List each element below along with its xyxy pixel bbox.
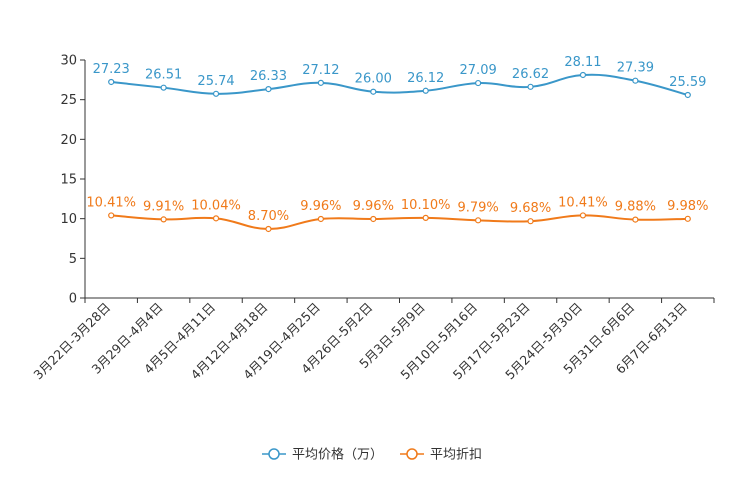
legend-label: 平均折扣 xyxy=(430,448,482,463)
data-label: 26.12 xyxy=(407,71,444,86)
data-point[interactable] xyxy=(527,83,534,90)
data-point[interactable] xyxy=(370,88,377,95)
data-point[interactable] xyxy=(265,225,272,233)
data-label: 9.68% xyxy=(510,201,551,216)
data-label: 26.33 xyxy=(250,69,287,84)
data-point[interactable] xyxy=(632,77,639,84)
y-tick-label: 5 xyxy=(69,252,77,267)
data-point[interactable] xyxy=(632,216,639,223)
data-point[interactable] xyxy=(317,215,324,223)
legend[interactable]: 平均价格（万） 平均折扣 xyxy=(262,447,482,463)
data-point[interactable] xyxy=(108,212,115,219)
data-label: 27.23 xyxy=(93,62,130,77)
series-layer: 27.23 26.51 25.74 26.33 27.12 26.00 26.12 27.09… xyxy=(86,55,708,233)
data-point[interactable] xyxy=(579,212,587,219)
data-point[interactable] xyxy=(370,215,377,223)
data-point[interactable] xyxy=(527,218,534,225)
y-tick-label: 25 xyxy=(60,93,77,108)
data-point[interactable] xyxy=(422,214,429,221)
data-label: 27.12 xyxy=(302,63,339,78)
series-0: 27.23 26.51 25.74 26.33 27.12 26.00 26.12 27.09… xyxy=(93,55,706,99)
data-label: 27.39 xyxy=(617,61,654,76)
data-point[interactable] xyxy=(265,86,272,93)
data-point[interactable] xyxy=(160,84,167,91)
data-label: 9.88% xyxy=(615,200,656,215)
data-label: 9.91% xyxy=(143,199,184,214)
data-label: 28.11 xyxy=(564,55,601,70)
data-point[interactable] xyxy=(108,78,115,86)
data-point[interactable] xyxy=(212,90,220,97)
data-label: 25.59 xyxy=(669,75,706,90)
data-label: 10.41% xyxy=(558,195,608,210)
y-tick-label: 20 xyxy=(60,133,77,148)
y-axis-ticks: 0 5 10 15 20 25 30 xyxy=(60,54,85,307)
y-tick-label: 30 xyxy=(60,54,77,69)
data-label: 9.96% xyxy=(353,199,394,214)
data-point[interactable] xyxy=(212,215,220,222)
series-1: 10.41% 9.91% 10.04% 8.70% 9.96% 9.96% 10.10% 9.… xyxy=(86,195,708,233)
data-label: 10.04% xyxy=(191,198,241,213)
series-line xyxy=(111,73,689,96)
y-tick-label: 10 xyxy=(60,212,77,227)
data-label: 8.70% xyxy=(248,209,289,224)
data-point[interactable] xyxy=(475,217,482,224)
legend-label: 平均价格（万） xyxy=(292,447,383,463)
y-tick-label: 0 xyxy=(69,292,77,307)
data-point[interactable] xyxy=(684,215,691,222)
data-label: 26.00 xyxy=(355,72,392,87)
data-point[interactable] xyxy=(422,87,429,94)
data-point[interactable] xyxy=(579,71,587,79)
data-label: 9.96% xyxy=(300,199,341,214)
data-label: 10.10% xyxy=(401,198,451,213)
y-tick-label: 15 xyxy=(60,173,77,188)
legend-item-0[interactable]: 平均价格（万） xyxy=(262,447,383,463)
data-point[interactable] xyxy=(160,216,167,223)
data-point[interactable] xyxy=(317,79,324,86)
data-label: 26.51 xyxy=(145,68,182,83)
chart-axes xyxy=(84,60,714,299)
data-label: 26.62 xyxy=(512,67,549,82)
data-point[interactable] xyxy=(684,91,691,99)
legend-item-1[interactable]: 平均折扣 xyxy=(400,448,482,463)
data-label: 27.09 xyxy=(460,63,497,78)
data-point[interactable] xyxy=(475,79,482,87)
legend-marker xyxy=(406,448,418,460)
data-label: 9.79% xyxy=(457,200,498,215)
data-label: 25.74 xyxy=(197,74,234,89)
x-axis-ticks: 3月22日-3月28日3月29日-4月4日4月5日-4月11日4月12日-4月1… xyxy=(30,298,715,382)
series-line xyxy=(111,214,688,230)
data-label: 10.41% xyxy=(86,195,136,210)
data-label: 9.98% xyxy=(667,199,708,214)
legend-marker xyxy=(268,448,280,460)
